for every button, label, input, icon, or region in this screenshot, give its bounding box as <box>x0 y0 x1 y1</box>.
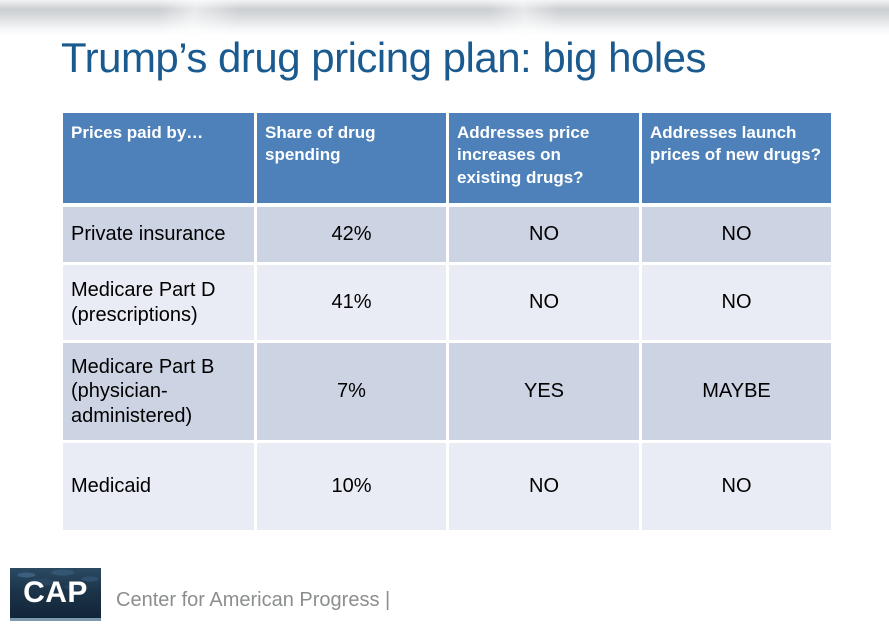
table-header-row: Prices paid by… Share of drug spending A… <box>60 110 834 207</box>
cell-payer: Medicare Part B (physician-administered) <box>60 340 257 443</box>
cell-price-increases: YES <box>446 340 642 443</box>
table-row: Medicaid 10% NO NO <box>60 440 834 533</box>
cell-share: 7% <box>254 340 449 443</box>
column-header-price-increases: Addresses price increases on existing dr… <box>446 110 642 207</box>
cell-launch-prices: NO <box>639 203 834 265</box>
column-header-launch-prices: Addresses launch prices of new drugs? <box>639 110 834 207</box>
top-gradient-band <box>0 0 889 36</box>
cell-launch-prices: MAYBE <box>639 340 834 443</box>
cap-logo: CAP <box>10 568 101 621</box>
cell-share: 41% <box>254 262 449 343</box>
cell-payer: Medicaid <box>60 440 257 533</box>
cell-payer: Private insurance <box>60 203 257 265</box>
table-row: Medicare Part B (physician-administered)… <box>60 340 834 443</box>
cell-price-increases: NO <box>446 440 642 533</box>
cell-price-increases: NO <box>446 203 642 265</box>
cell-payer: Medicare Part D (prescriptions) <box>60 262 257 343</box>
cap-logo-text: CAP <box>23 576 88 609</box>
table-row: Medicare Part D (prescriptions) 41% NO N… <box>60 262 834 343</box>
column-header-prices-paid-by: Prices paid by… <box>60 110 257 207</box>
cell-launch-prices: NO <box>639 440 834 533</box>
cell-share: 10% <box>254 440 449 533</box>
footer-org-name: Center for American Progress | <box>116 589 391 611</box>
cell-share: 42% <box>254 203 449 265</box>
table-row: Private insurance 42% NO NO <box>60 203 834 265</box>
drug-pricing-table: Prices paid by… Share of drug spending A… <box>60 110 834 533</box>
cell-price-increases: NO <box>446 262 642 343</box>
column-header-share-of-spending: Share of drug spending <box>254 110 449 207</box>
cell-launch-prices: NO <box>639 262 834 343</box>
slide-title: Trump’s drug pricing plan: big holes <box>61 34 707 81</box>
